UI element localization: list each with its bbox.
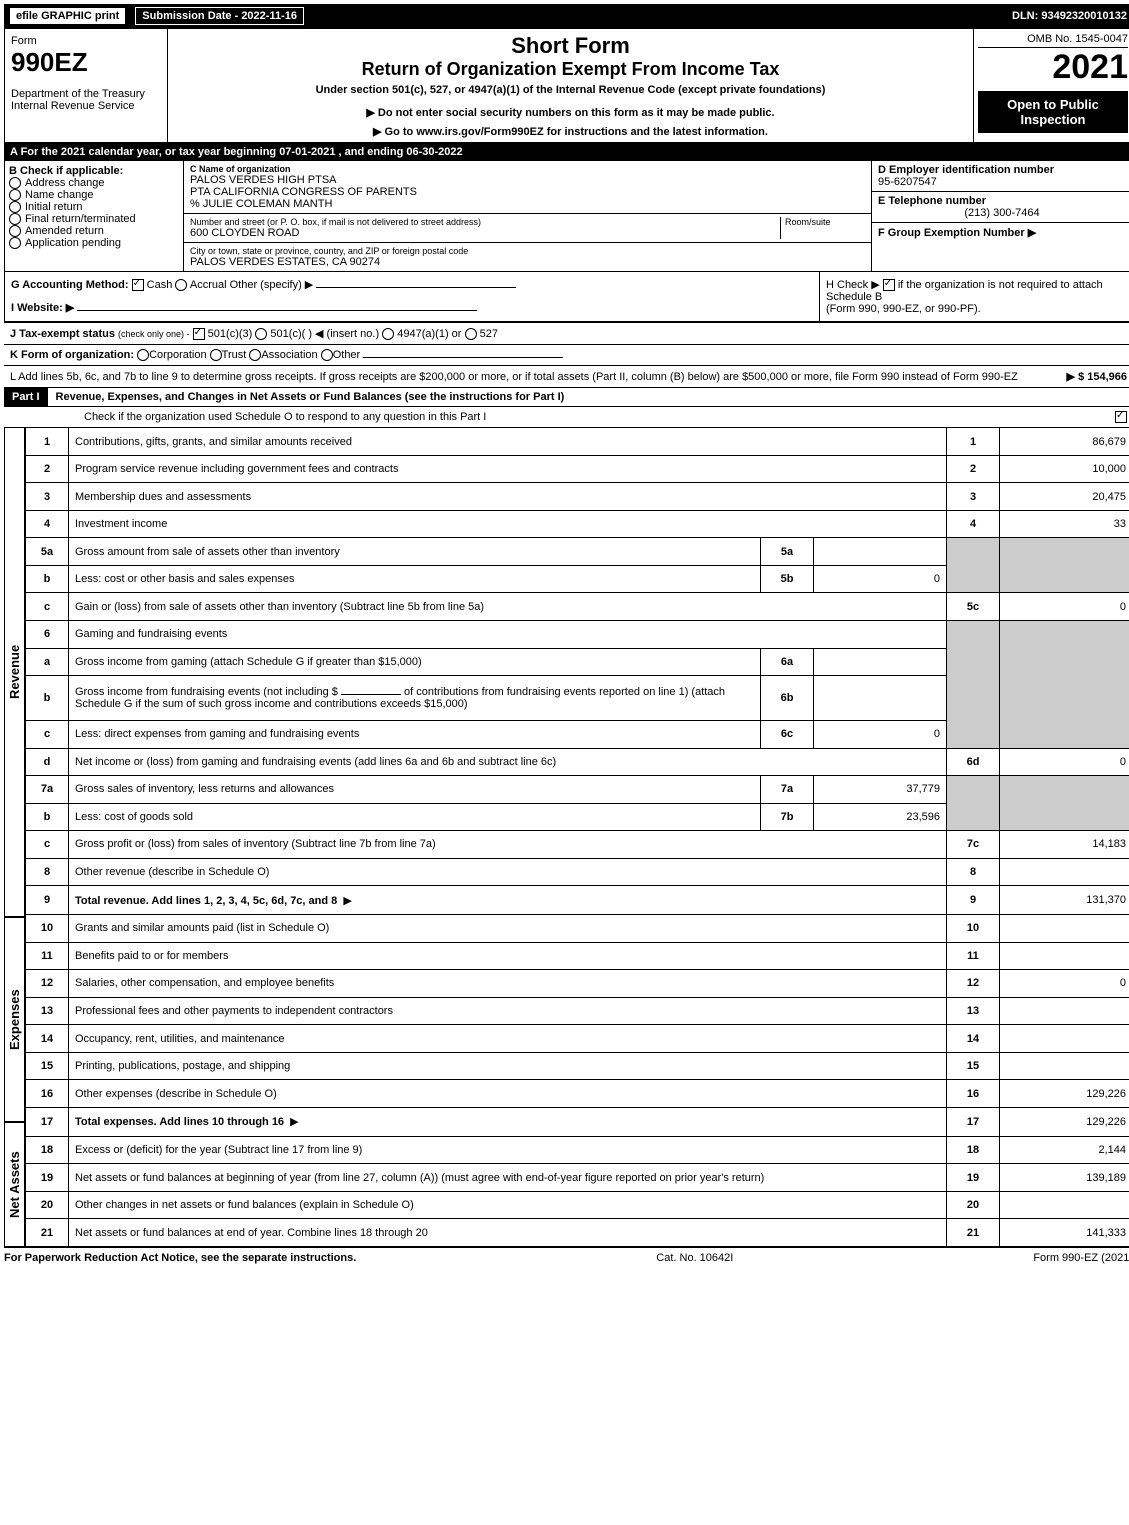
form-header: Form 990EZ Department of the Treasury In… xyxy=(4,28,1129,143)
part-1-label: Part I xyxy=(4,388,48,406)
inspection-badge: Open to Public Inspection xyxy=(978,91,1128,133)
title-short-form: Short Form xyxy=(172,33,969,59)
room-label: Room/suite xyxy=(785,217,865,227)
tax-year: 2021 xyxy=(978,48,1128,87)
org-info-grid: B Check if applicable: Address change Na… xyxy=(4,161,1129,272)
section-c-label: C Name of organization xyxy=(190,164,865,174)
check-schedule-o[interactable] xyxy=(1115,411,1127,423)
section-g-label: G Accounting Method: xyxy=(11,279,129,291)
submission-date: Submission Date - 2022-11-16 xyxy=(135,7,304,25)
section-e-label: E Telephone number xyxy=(878,195,1126,207)
care-of: % JULIE COLEMAN MANTH xyxy=(190,198,865,210)
telephone-value: (213) 300-7464 xyxy=(878,207,1126,219)
check-4947[interactable] xyxy=(382,328,394,340)
street-label: Number and street (or P. O. box, if mail… xyxy=(190,217,780,227)
note-ssn: ▶ Do not enter social security numbers o… xyxy=(172,106,969,119)
note-instructions: ▶ Go to www.irs.gov/Form990EZ for instru… xyxy=(172,125,969,138)
dept-treasury: Department of the Treasury xyxy=(11,88,161,100)
footer-center: Cat. No. 10642I xyxy=(656,1252,733,1264)
section-d-label: D Employer identification number xyxy=(878,164,1126,176)
sidelabel-netassets: Net Assets xyxy=(4,1122,25,1247)
top-bar: efile GRAPHIC print Submission Date - 20… xyxy=(4,4,1129,28)
6b-amount-field[interactable] xyxy=(341,694,401,695)
check-association[interactable] xyxy=(249,349,261,361)
title-main: Return of Organization Exempt From Incom… xyxy=(172,59,969,80)
section-b-checks: B Check if applicable: Address change Na… xyxy=(5,161,184,271)
check-amended[interactable] xyxy=(9,225,21,237)
check-other-org[interactable] xyxy=(321,349,333,361)
check-trust[interactable] xyxy=(210,349,222,361)
section-l: L Add lines 5b, 6c, and 7b to line 9 to … xyxy=(4,365,1129,387)
ein-value: 95-6207547 xyxy=(878,176,1126,188)
section-j: J Tax-exempt status (check only one) - 5… xyxy=(4,322,1129,344)
check-501c[interactable] xyxy=(255,328,267,340)
sidelabel-revenue: Revenue xyxy=(4,427,25,917)
check-final-return[interactable] xyxy=(9,213,21,225)
section-h-text1: H Check ▶ xyxy=(826,279,880,291)
org-name-1: PALOS VERDES HIGH PTSA xyxy=(190,174,865,186)
check-application-pending[interactable] xyxy=(9,237,21,249)
check-corporation[interactable] xyxy=(137,349,149,361)
check-accrual[interactable] xyxy=(175,279,187,291)
section-a-tax-year: A For the 2021 calendar year, or tax yea… xyxy=(4,143,1129,161)
page-footer: For Paperwork Reduction Act Notice, see … xyxy=(4,1247,1129,1268)
footer-right: Form 990-EZ (2021) xyxy=(1033,1252,1129,1264)
check-cash[interactable] xyxy=(132,279,144,291)
gross-receipts-amount: ▶ $ 154,966 xyxy=(1067,370,1127,383)
city-label: City or town, state or province, country… xyxy=(190,246,865,256)
check-address-change[interactable] xyxy=(9,177,21,189)
other-org-field[interactable] xyxy=(363,357,563,358)
other-specify-field[interactable] xyxy=(316,287,516,288)
check-initial-return[interactable] xyxy=(9,201,21,213)
check-schedule-b[interactable] xyxy=(883,279,895,291)
section-i-label: I Website: ▶ xyxy=(11,302,74,314)
org-name-2: PTA CALIFORNIA CONGRESS OF PARENTS xyxy=(190,186,865,198)
check-name-change[interactable] xyxy=(9,189,21,201)
dln-label: DLN: 93492320010132 xyxy=(1012,10,1127,22)
city-state-zip: PALOS VERDES ESTATES, CA 90274 xyxy=(190,256,865,268)
street-address: 600 CLOYDEN ROAD xyxy=(190,227,780,239)
footer-left: For Paperwork Reduction Act Notice, see … xyxy=(4,1252,356,1264)
section-b-label: B Check if applicable: xyxy=(9,165,179,177)
omb-number: OMB No. 1545-0047 xyxy=(978,33,1128,48)
section-c-org: C Name of organization PALOS VERDES HIGH… xyxy=(184,161,871,271)
section-k: K Form of organization: Corporation Trus… xyxy=(4,344,1129,365)
subtitle: Under section 501(c), 527, or 4947(a)(1)… xyxy=(172,84,969,96)
lines-table: 1Contributions, gifts, grants, and simil… xyxy=(25,427,1129,1247)
section-f-label: F Group Exemption Number ▶ xyxy=(878,226,1126,239)
section-def: D Employer identification number 95-6207… xyxy=(871,161,1129,271)
part-1-check-note: Check if the organization used Schedule … xyxy=(4,406,1129,427)
form-number: 990EZ xyxy=(11,47,161,78)
website-field[interactable] xyxy=(77,310,477,311)
part-1-title: Revenue, Expenses, and Changes in Net As… xyxy=(48,391,565,403)
sidelabel-expenses: Expenses xyxy=(4,917,25,1122)
dept-irs: Internal Revenue Service xyxy=(11,100,161,112)
check-501c3[interactable] xyxy=(193,328,205,340)
form-label: Form xyxy=(11,35,161,47)
section-h-text3: (Form 990, 990-EZ, or 990-PF). xyxy=(826,303,1126,315)
check-527[interactable] xyxy=(465,328,477,340)
efile-label: efile GRAPHIC print xyxy=(10,8,125,24)
part-1-header-row: Part I Revenue, Expenses, and Changes in… xyxy=(4,387,1129,406)
